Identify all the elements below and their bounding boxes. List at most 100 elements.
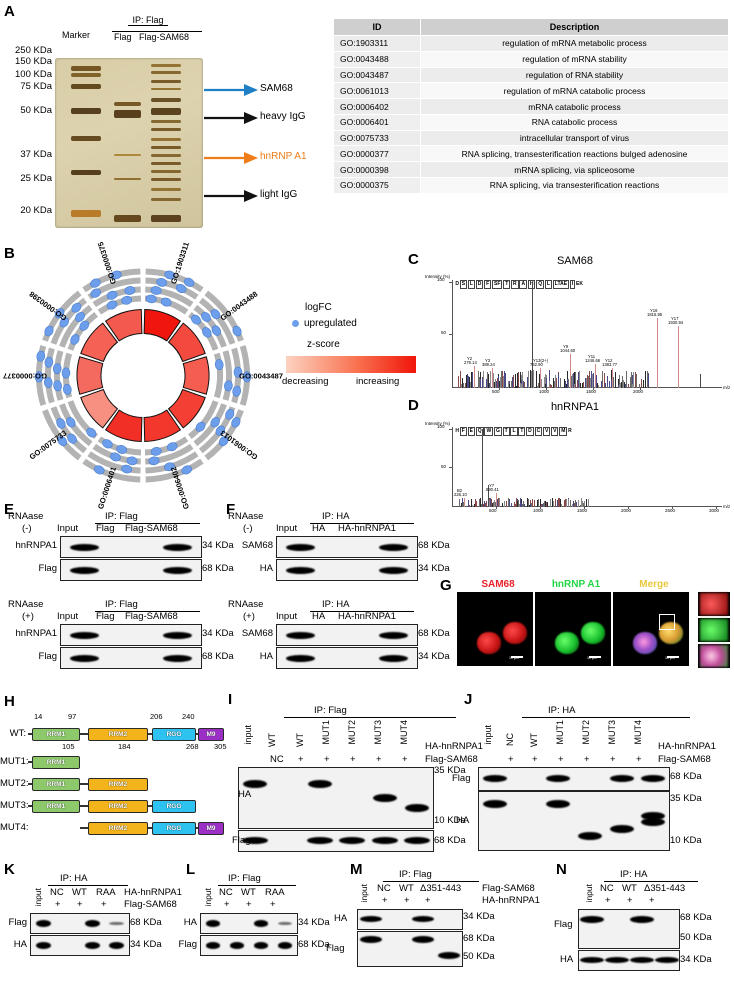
panelA-marker-band-2 — [71, 84, 101, 89]
panelH-coord-top-1: 97 — [68, 712, 77, 721]
blot-band — [277, 921, 293, 926]
panelE-rnase-label: RNAase — [8, 599, 44, 610]
peptide-residue-12: V — [551, 427, 559, 436]
ms-noise-peak — [498, 381, 500, 388]
panelB-gene-dot — [106, 290, 118, 300]
panelA-marker-band-0 — [71, 66, 101, 71]
panelI-row-nc-5: + — [402, 754, 408, 765]
panelB-gene-dot — [44, 356, 54, 368]
panelG-cell — [555, 632, 579, 654]
ms-labeled-peak-0 — [474, 366, 476, 388]
panelJ-row-plus-2: + — [558, 754, 564, 765]
blot-size-label: 34 KDa — [298, 916, 330, 928]
ms-noise-peak — [581, 383, 583, 388]
panelM-size-flag-1: 50 KDa — [463, 951, 495, 962]
ms-noise-peak — [574, 371, 576, 388]
table-row: GO:0043488 regulation of mRNA stability — [333, 50, 729, 68]
ms-noise-peak — [458, 375, 459, 388]
ms-noise-peak — [458, 499, 460, 507]
ms-noise-peak — [585, 498, 587, 507]
panelJ-size-top: 68 KDa — [670, 771, 702, 782]
panelB-gene-dot — [43, 377, 53, 389]
panelI-lane-input: input — [243, 725, 253, 745]
peptide-residue-8: T — [518, 427, 526, 436]
panelB-gene-dot — [56, 418, 66, 429]
peptide-residue-10: Q — [536, 280, 545, 289]
ms-noise-peak — [467, 376, 469, 388]
panelH-coord-bottom-3: 305 — [214, 742, 227, 751]
panelI-band — [372, 794, 397, 802]
ms-x-tick-2 — [584, 506, 585, 509]
ms-noise-peak — [546, 502, 548, 507]
panelE-lane-flag: Flag — [96, 611, 115, 622]
blot-image — [200, 913, 298, 934]
go-term-table: ID Description GO:1903311 regulation of m… — [333, 18, 729, 194]
panelB-zscore-segment — [104, 409, 143, 442]
ms-noise-peak — [626, 370, 628, 388]
ms-noise-peak — [573, 373, 574, 388]
ms-noise-peak — [508, 383, 510, 388]
panelB-gene-dot — [210, 417, 220, 428]
table-cell-description: regulation of mRNA stability — [420, 50, 729, 68]
panelB-gene-dot — [242, 371, 252, 383]
peptide-residue-6: T — [503, 280, 511, 289]
table-cell-id: GO:0043487 — [333, 66, 421, 84]
ms-noise-peak — [469, 380, 470, 388]
panelC-peptide-sequence: DSLDFSFTRAHQLLTAEIEK — [455, 272, 583, 290]
ms-noise-peak — [557, 498, 559, 507]
panelA-lane3-band-12 — [151, 170, 181, 173]
panelJ-row-label-bottom: Flag-SAM68 — [658, 754, 711, 765]
panelH-domain-rgg: RGG — [152, 800, 196, 813]
blot-band — [69, 566, 99, 574]
panelH-domain-rrm2: RRM2 — [88, 822, 148, 835]
ms-noise-peak — [531, 371, 533, 388]
ms-noise-peak — [522, 380, 524, 388]
panelF-lane-input: Input — [276, 523, 298, 534]
ms-noise-peak — [632, 375, 633, 388]
panelG-cell — [581, 622, 605, 644]
panelM-ip-underline — [383, 881, 479, 882]
ms-noise-peak — [473, 504, 475, 507]
panelM-band — [438, 952, 460, 959]
peptide-residue-3: D — [475, 280, 484, 289]
panelJ-lane-5: MUT4 — [633, 720, 643, 745]
ms-noise-peak — [520, 372, 522, 388]
panelB-track — [222, 350, 232, 401]
panelN-blot-ha — [578, 950, 680, 971]
ms-noise-peak — [571, 382, 573, 388]
ms-x-tick-3 — [628, 506, 629, 509]
ms-noise-peak — [632, 372, 634, 388]
panelA-lane3-band-13 — [151, 178, 181, 181]
ms-base-peak-1 — [648, 386, 650, 388]
ms-noise-peak — [545, 384, 547, 388]
panelA-lane3-band-5 — [151, 108, 181, 115]
ms-x-axis — [452, 387, 722, 388]
panelL-lane-1: WT — [241, 887, 256, 898]
panelJ-lane-1: WT — [529, 733, 539, 747]
ms-noise-peak — [491, 503, 493, 507]
ms-noise-peak — [466, 374, 468, 388]
panelN-lane-0: NC — [600, 883, 614, 894]
panelK-row-label-bottom: Flag-SAM68 — [124, 899, 177, 910]
table-cell-description: mRNA splicing, via spliceosome — [420, 161, 729, 179]
panelC-x-axis-label: m/z — [723, 385, 731, 390]
ms-noise-peak — [520, 383, 522, 388]
panelB-gene-dot — [191, 314, 201, 325]
ms-noise-peak — [545, 377, 547, 388]
table-cell-id: GO:0000377 — [333, 145, 421, 163]
panelA-annotation-arrows — [204, 84, 258, 202]
panelB-gene-dot — [218, 435, 229, 447]
panelI-row-nc-1: + — [298, 754, 304, 765]
ms-noise-peak — [461, 498, 463, 507]
panelG-cell — [659, 622, 683, 644]
panelJ-band — [609, 825, 634, 833]
ms-noise-peak — [529, 504, 531, 507]
ms-noise-peak — [464, 382, 466, 388]
ms-peak-mz-2: 742.90 — [530, 362, 543, 368]
panelM-band — [412, 936, 434, 943]
blot-band — [379, 543, 409, 551]
blot-band — [69, 543, 99, 551]
ms-noise-peak — [604, 372, 606, 388]
ms-x-tick-0 — [496, 506, 497, 509]
panelF-rnase-label: RNAase — [228, 511, 264, 522]
